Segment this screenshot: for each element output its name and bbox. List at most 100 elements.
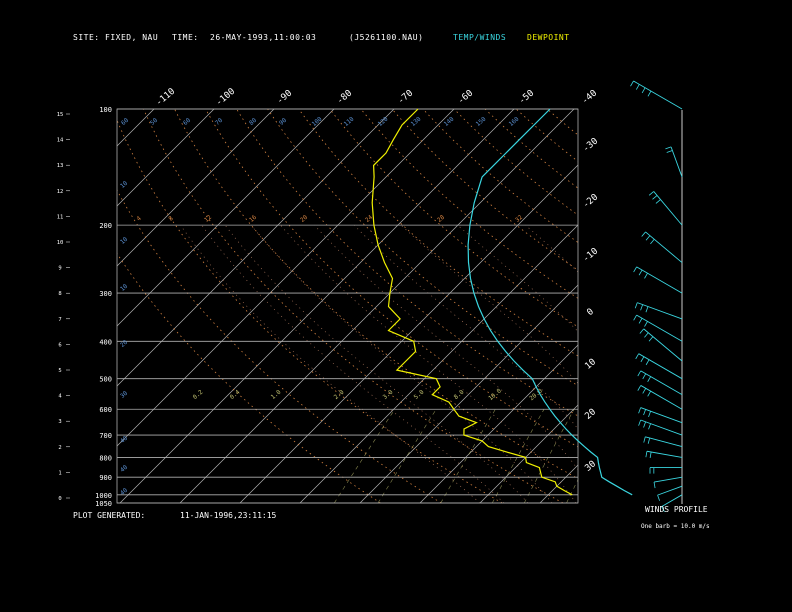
wind-barb: [643, 328, 683, 362]
dry-adiabat-label: 12: [203, 214, 213, 224]
dry-adiabat: [117, 119, 503, 503]
theta-left-label: 20: [119, 339, 129, 349]
isotherm-line: [0, 109, 94, 503]
wind-barb-flag: [647, 437, 651, 444]
dry-adiabat: [143, 109, 564, 503]
dry-adiabat: [298, 109, 578, 357]
dry-adiabat-label: 28: [436, 214, 446, 224]
wind-barb-flag: [640, 356, 645, 363]
dry-adiabat: [546, 109, 578, 136]
temperature-right-label: 30: [583, 459, 598, 474]
wind-barb: [645, 231, 683, 263]
mixing-ratio-line: [734, 409, 771, 503]
isotherm-line: [780, 109, 792, 503]
wind-barb: [636, 314, 683, 342]
isotherm-line: [479, 404, 578, 503]
dry-adiabat: [329, 109, 578, 328]
pressure-tick-label: 500: [99, 376, 112, 384]
height-tick-label: 1: [58, 470, 61, 476]
wind-barb-flag: [648, 336, 654, 342]
theta-left-label: 10: [119, 283, 129, 293]
height-tick-label: 9: [58, 266, 61, 272]
dry-adiabat-label: 4: [135, 215, 143, 223]
pressure-tick-label: 400: [99, 338, 112, 346]
temperature-top-label: -50: [517, 88, 536, 106]
moist-adiabat: [201, 224, 505, 503]
isotherm-line: [419, 344, 578, 503]
wind-barb-flag: [653, 482, 656, 489]
wind-barb: [646, 450, 683, 458]
wind-barb-flag: [647, 390, 652, 397]
wind-barb-flag: [665, 146, 672, 150]
dry-adiabat: [360, 109, 578, 299]
series-layer: [371, 108, 633, 496]
mixing-ratio-line: [333, 409, 396, 503]
mixing-ratio-label: 3.0: [382, 388, 395, 401]
wind-barb-flag: [647, 90, 652, 97]
wind-barb-flag: [640, 304, 644, 311]
theta-label: 110: [343, 115, 356, 128]
wind-barb-flag: [639, 328, 645, 334]
theta-left-label: 30: [119, 390, 129, 400]
wind-barb-flag: [635, 84, 640, 90]
dry-adiabat: [640, 109, 792, 503]
theta-left-label: 40: [119, 435, 129, 445]
wind-barb-flag: [642, 373, 647, 380]
temperature-top-label: -80: [335, 88, 354, 106]
moist-adiabat: [314, 224, 578, 471]
pressure-tick-label: 300: [99, 290, 112, 298]
height-tick-label: 11: [57, 214, 64, 220]
wind-barb-flag: [644, 272, 648, 279]
dry-adiabat: [117, 189, 442, 503]
dry-adiabat-label: 24: [364, 214, 374, 224]
wind-barb: [638, 353, 683, 380]
station-id: (J5261100.NAU): [349, 33, 424, 42]
mixing-ratio-line: [523, 409, 575, 503]
theta-label: 140: [443, 115, 456, 128]
wind-barb: [636, 266, 683, 294]
height-tick-label: 5: [58, 368, 61, 374]
height-tick-label: 3: [58, 419, 61, 425]
dry-adiabat: [236, 109, 578, 417]
dry-adiabat: [671, 109, 792, 503]
dry-adiabat-label: 8: [167, 215, 175, 223]
isotherm-line: [117, 109, 275, 267]
temperature-top-label: -90: [275, 88, 294, 106]
pressure-tick-label: 900: [99, 474, 112, 482]
wind-barb-flag: [633, 314, 637, 321]
wind-barb-flag: [655, 199, 661, 204]
theta-left-label: 10: [119, 236, 129, 246]
wind-barb: [633, 80, 683, 110]
temperature-right-label: 10: [583, 357, 598, 372]
dry-adiabat-label: 32: [514, 214, 524, 224]
isotherm-line: [117, 109, 335, 327]
moist-adiabat: [353, 224, 578, 430]
temperature-top-label: -70: [396, 88, 415, 106]
moist-adiabat: [280, 224, 577, 503]
moist-adiabat: [400, 224, 578, 384]
wind-barb: [661, 494, 683, 508]
wind-barb-flag: [633, 266, 637, 273]
isotherm-line: [117, 109, 215, 207]
moist-adiabat: [525, 224, 578, 273]
wind-barb: [653, 191, 683, 226]
isotherm-line: [359, 284, 578, 503]
wind-barb-flag: [650, 239, 655, 245]
wind-barb: [645, 436, 683, 448]
temperature-right-label: -20: [581, 192, 600, 210]
wind-barb-flag: [645, 235, 651, 241]
wind-barb: [670, 146, 683, 178]
mixing-ratio-label: 0.4: [229, 388, 242, 401]
wind-barb-flag: [643, 409, 646, 416]
wind-barb-flag: [644, 332, 649, 338]
pressure-tick-label: 1050: [95, 500, 112, 508]
time-value: 26-MAY-1993,11:00:03: [210, 33, 317, 42]
wind-barb-flag: [637, 385, 642, 391]
moist-adiabat: [224, 224, 529, 503]
isotherm-line: [600, 109, 792, 503]
wind-barb-flag: [649, 451, 652, 458]
theta-label: 150: [475, 115, 488, 128]
theta-label: 60: [182, 117, 192, 127]
height-tick-label: 8: [58, 291, 61, 297]
moist-adiabat: [603, 225, 720, 503]
